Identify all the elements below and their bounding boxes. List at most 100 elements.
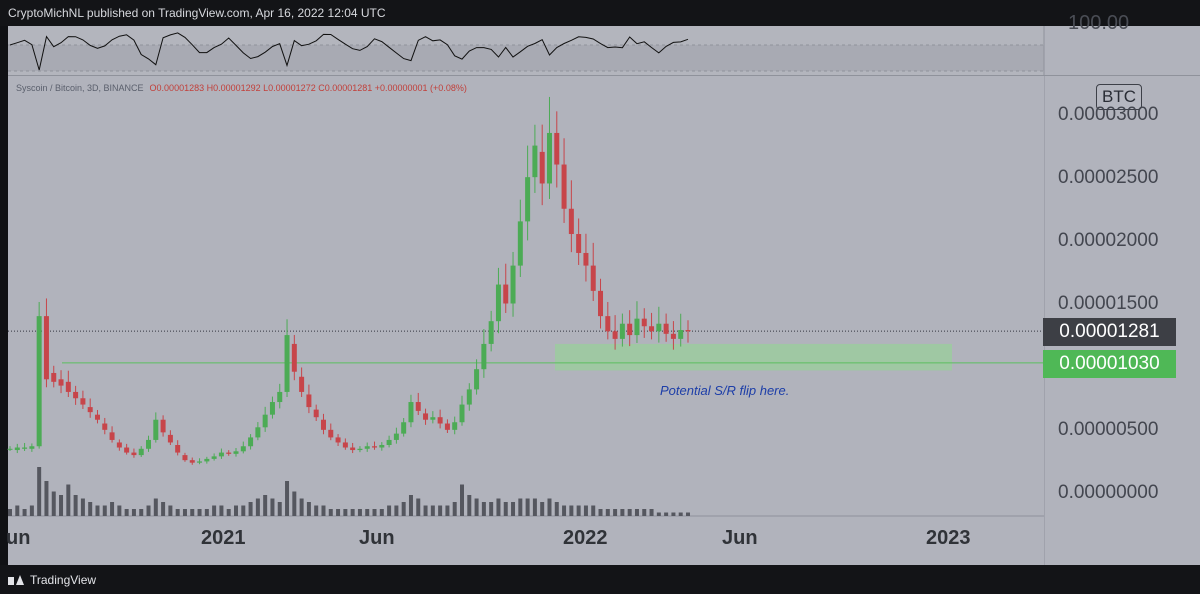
volume-bar	[598, 509, 603, 516]
sr-level-tag: 0.00001030	[1043, 350, 1176, 378]
volume-bar	[656, 512, 661, 516]
volume-bar	[511, 502, 516, 516]
volume-bar	[59, 495, 64, 516]
price-axis	[1044, 26, 1200, 565]
volume-bar	[321, 505, 326, 516]
volume-bar	[88, 502, 93, 516]
volume-bar	[66, 484, 71, 516]
volume-bar	[642, 509, 647, 516]
volume-bar	[503, 502, 508, 516]
volume-bar	[686, 512, 690, 516]
y-tick-label: 0.00000500	[1058, 419, 1159, 440]
chart-canvas[interactable]	[0, 26, 1200, 565]
candle-body	[444, 423, 450, 430]
candle-body	[124, 447, 130, 453]
candle-body	[539, 151, 545, 184]
candle-body	[415, 402, 421, 411]
volume-bar	[80, 498, 85, 516]
y-tick-label: 0.00001500	[1058, 293, 1159, 314]
volume-bar	[401, 502, 406, 516]
volume-bar	[314, 505, 319, 516]
volume-bar	[117, 505, 122, 516]
volume-bar	[678, 512, 683, 516]
candle-body	[554, 132, 560, 165]
volume-bar	[664, 512, 669, 516]
volume-bar	[95, 505, 100, 516]
candle-body	[649, 326, 655, 332]
candle-body	[619, 323, 625, 339]
candle-body	[102, 423, 108, 430]
volume-bar	[255, 498, 260, 516]
volume-bar	[408, 495, 413, 516]
candle-body	[240, 446, 246, 452]
candle-body	[255, 427, 261, 438]
volume-bar	[489, 502, 494, 516]
candle-body	[495, 284, 501, 322]
volume-bar	[153, 498, 158, 516]
volume-bar	[372, 509, 377, 516]
volume-bar	[416, 498, 421, 516]
volume-bar	[394, 505, 399, 516]
candle-body	[138, 448, 144, 456]
candle-body	[481, 343, 487, 370]
volume-bar	[423, 505, 428, 516]
candle-body	[364, 446, 370, 449]
candle-body	[568, 208, 574, 235]
x-tick-label: un	[6, 527, 31, 549]
volume-bar	[671, 512, 676, 516]
volume-bar	[182, 509, 187, 516]
volume-bar	[234, 505, 238, 516]
candle-body	[656, 323, 662, 332]
candle-body	[29, 446, 35, 449]
symbol-legend: Syscoin / Bitcoin, 3D, BINANCE O0.0000128…	[16, 83, 467, 93]
volume-bar	[212, 505, 217, 516]
candle-body	[452, 422, 458, 430]
candle-body	[663, 323, 669, 334]
volume-bar	[73, 495, 78, 516]
candle-body	[459, 404, 465, 423]
volume-bar	[292, 491, 297, 516]
volume-bar	[634, 509, 639, 516]
volume-bar	[241, 505, 246, 516]
volume-bar	[547, 498, 552, 516]
volume-bar	[110, 502, 115, 516]
volume-bar	[481, 502, 486, 516]
candle-body	[262, 414, 268, 428]
candles-layer	[7, 96, 691, 465]
volume-bar	[467, 495, 472, 516]
volume-bar	[576, 505, 581, 516]
candle-body	[299, 376, 305, 392]
volume-bar	[190, 509, 195, 516]
candle-body	[590, 265, 596, 291]
candle-body	[532, 145, 538, 178]
candle-body	[22, 447, 28, 449]
volume-bar	[51, 491, 56, 516]
volume-bar	[350, 509, 355, 516]
volume-bar	[22, 509, 27, 516]
x-tick-label: Jun	[722, 527, 758, 549]
volume-bar	[197, 509, 202, 516]
indicator-line	[9, 32, 689, 71]
candle-body	[408, 402, 414, 423]
candle-body	[51, 372, 57, 382]
x-tick-label: 2023	[926, 527, 971, 549]
tradingview-logo-icon	[8, 574, 24, 585]
currency-label[interactable]: BTC	[1096, 84, 1142, 110]
candle-body	[576, 234, 582, 253]
candle-body	[36, 316, 42, 447]
candle-body	[65, 381, 71, 392]
volume-bar	[277, 502, 282, 516]
candle-body	[430, 417, 436, 420]
volume-bar	[248, 502, 253, 516]
main-pane	[8, 76, 1044, 516]
candle-body	[14, 447, 20, 451]
volume-bar	[496, 498, 501, 516]
candle-body	[372, 446, 378, 448]
tradingview-logo[interactable]: TradingView	[8, 573, 96, 587]
candle-body	[357, 448, 363, 451]
volume-bar	[554, 502, 559, 516]
volume-bar	[131, 509, 136, 516]
candle-body	[670, 333, 676, 339]
candle-body	[386, 439, 392, 445]
candle-body	[87, 407, 93, 413]
